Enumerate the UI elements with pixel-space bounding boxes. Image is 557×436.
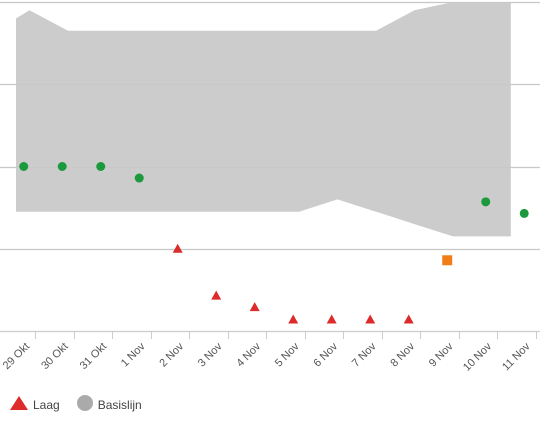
data-point-circle — [134, 173, 144, 183]
data-point-circle — [519, 208, 529, 218]
legend-item-basislijn[interactable]: Basislijn — [76, 394, 142, 415]
circle-icon — [76, 394, 94, 415]
chart-legend: Laag Basislijn — [9, 394, 158, 415]
x-tick-label: 10 Nov — [461, 340, 494, 373]
x-tick-label: 9 Nov — [427, 340, 456, 369]
data-point-triangle — [249, 302, 260, 312]
legend-label-basislijn: Basislijn — [97, 397, 142, 412]
x-tick-label: 7 Nov — [350, 340, 379, 369]
data-point-triangle — [211, 290, 222, 300]
x-tick-label: 2 Nov — [157, 340, 186, 369]
data-point-triangle — [288, 314, 299, 324]
data-point-circle — [57, 162, 67, 171]
x-tick-label: 4 Nov — [234, 340, 263, 369]
data-point-circle — [96, 162, 106, 171]
legend-item-laag[interactable]: Laag — [9, 395, 60, 414]
x-tick-label: 6 Nov — [311, 340, 340, 369]
x-tick-label: 5 Nov — [273, 340, 302, 369]
legend-label-laag: Laag — [33, 397, 60, 412]
data-point-circle — [481, 197, 491, 207]
triangle-icon — [9, 395, 29, 414]
x-tick-label: 8 Nov — [388, 340, 417, 369]
x-tick-label: 11 Nov — [500, 340, 533, 373]
data-point-circle — [19, 162, 29, 171]
x-tick-label: 30 Okt — [39, 341, 70, 372]
data-point-square — [442, 255, 453, 266]
baseline-band — [16, 2, 511, 237]
x-tick-label: 1 Nov — [119, 340, 148, 369]
data-point-triangle — [326, 314, 337, 324]
x-tick-label: 29 Okt — [1, 341, 32, 372]
data-point-triangle — [403, 314, 414, 324]
data-point-triangle — [365, 314, 376, 324]
data-point-triangle — [172, 243, 183, 253]
x-tick-label: 31 Okt — [78, 341, 109, 372]
x-tick-label: 3 Nov — [196, 340, 225, 369]
